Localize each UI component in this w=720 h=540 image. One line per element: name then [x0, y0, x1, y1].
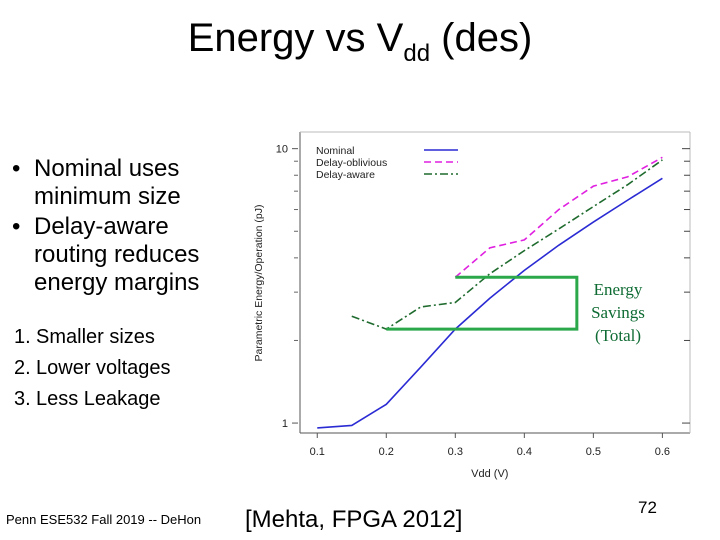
x-tick-label: 0.2	[379, 446, 394, 458]
title-subscript: dd	[403, 40, 431, 67]
annotation-line: Energy	[593, 280, 643, 299]
course-footer: Penn ESE532 Fall 2019 -- DeHon	[6, 512, 202, 527]
x-tick-label: 0.1	[310, 446, 325, 458]
numbered-list: 1. Smaller sizes 2. Lower voltages 3. Less …	[14, 322, 171, 415]
x-tick-label: 0.5	[586, 446, 601, 458]
item-text: Smaller sizes	[36, 326, 155, 348]
y-tick-label: 10	[276, 144, 288, 156]
x-tick-label: 0.4	[517, 446, 532, 458]
numbered-item: 3. Less Leakage	[14, 384, 171, 415]
legend-label: Delay-oblivious	[316, 157, 387, 169]
citation: [Mehta, FPGA 2012]	[245, 506, 463, 533]
bullet-item: Nominal uses minimum size	[10, 155, 245, 211]
bullet-list: Nominal uses minimum size Delay-aware ro…	[10, 155, 245, 299]
x-axis-title: Vdd (V)	[471, 468, 508, 480]
legend-label: Delay-aware	[316, 169, 375, 181]
y-axis-title: Parametric Energy/Operation (pJ)	[253, 205, 265, 362]
page-number: 72	[638, 498, 657, 517]
numbered-item: 1. Smaller sizes	[14, 322, 171, 353]
series-line-nominal	[317, 177, 663, 429]
bullet-item: Delay-aware routing reduces energy margi…	[10, 213, 245, 297]
item-text: Lower voltages	[36, 357, 171, 379]
annotation-line: (Total)	[594, 326, 641, 345]
energy-savings-bracket	[386, 275, 579, 331]
title-main: Energy vs V	[187, 16, 404, 60]
item-text: Less Leakage	[36, 388, 161, 410]
slide-title: Energy vs Vdd (des)	[0, 16, 720, 66]
x-tick-label: 0.3	[448, 446, 463, 458]
item-number: 1.	[14, 326, 31, 348]
series-line-delay-aware	[351, 159, 663, 330]
item-number: 3.	[14, 388, 31, 410]
item-number: 2.	[14, 357, 31, 379]
annotation-line: Savings	[591, 303, 645, 322]
energy-savings-annotation: Energy Savings (Total)	[583, 278, 653, 347]
series-line-delay-oblivious	[454, 156, 663, 278]
y-tick-label: 1	[282, 418, 288, 430]
x-tick-label: 0.6	[655, 446, 670, 458]
title-tail: (des)	[430, 16, 533, 60]
numbered-item: 2. Lower voltages	[14, 353, 171, 384]
legend-label: Nominal	[316, 145, 355, 157]
